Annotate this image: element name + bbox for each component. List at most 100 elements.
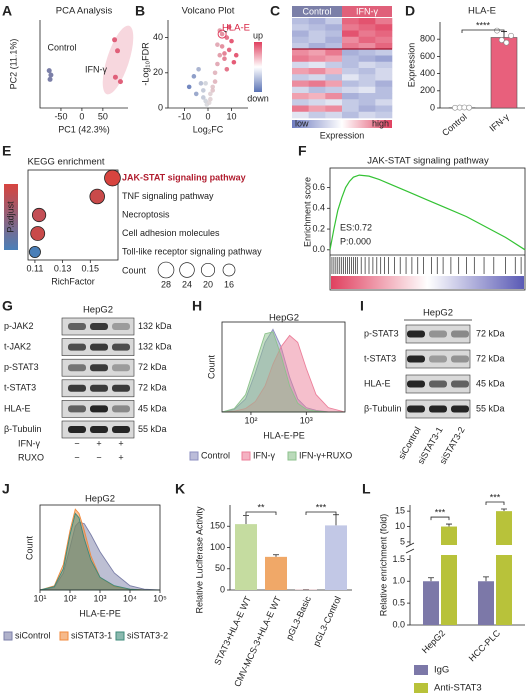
blot-band	[112, 384, 130, 392]
volcano-point	[200, 88, 206, 93]
blot-label: β-Tubulin	[364, 403, 401, 413]
heatmap-cell	[292, 61, 309, 69]
heatmap-cell	[342, 93, 359, 100]
data-point	[498, 37, 505, 43]
heatmap-cell	[375, 105, 393, 113]
pca-point	[47, 76, 53, 82]
volcano-point	[212, 70, 218, 76]
heatmap-cell	[342, 61, 359, 69]
bar	[490, 37, 518, 109]
heatmap-cell	[308, 68, 326, 75]
y-axis-label: Count	[206, 355, 216, 380]
y-axis-label: Relative enrichment (fold)	[378, 514, 388, 617]
x-tick-label: HCC-PLC	[467, 628, 503, 664]
legend-swatch	[189, 451, 199, 461]
pathway-label: Toll-like receptor signaling pathway	[122, 246, 262, 256]
y-tick-label: 5	[400, 536, 405, 546]
colorbar-title: Expression	[320, 130, 365, 140]
blot-band	[68, 364, 86, 372]
heatmap-cell	[325, 36, 343, 44]
blot-strip	[405, 324, 471, 344]
heatmap-cell	[308, 49, 326, 56]
x-tick-label: IFN-γ	[488, 111, 512, 133]
blot-label: t-STAT3	[4, 383, 36, 393]
heatmap-cell	[358, 61, 376, 69]
significance-label: ***	[316, 502, 327, 512]
panel-letter: A	[2, 3, 12, 19]
heatmap-cell	[308, 43, 326, 50]
enrichment-dot	[31, 207, 47, 223]
group-header	[342, 6, 392, 17]
error-bar	[273, 554, 279, 557]
blot-label: t-STAT3	[364, 353, 396, 363]
x-axis-label: PC1 (42.3%)	[58, 124, 110, 134]
heatmap-cell	[308, 86, 326, 94]
data-point	[508, 32, 514, 39]
x-tick-label: 10¹	[33, 593, 46, 603]
size-legend-label: 24	[182, 279, 192, 289]
significance-bracket	[461, 29, 505, 33]
colorbar-label: high	[372, 118, 389, 128]
heatmap-cell	[342, 111, 359, 119]
heatmap-cell	[342, 43, 359, 50]
colorbar	[254, 42, 262, 92]
x-tick-label: HepG2	[420, 628, 447, 655]
heatmap-cell	[358, 49, 376, 56]
heatmap-cell	[342, 55, 359, 63]
blot-band	[429, 380, 447, 388]
heatmap-cell	[342, 24, 359, 31]
significance-label: ***	[435, 507, 446, 517]
group-label: Control	[302, 6, 331, 16]
heatmap-cell	[308, 36, 326, 44]
pathway-label: JAK-STAT signaling pathway	[122, 172, 246, 182]
heatmap-cell	[325, 30, 343, 38]
heatmap-cell	[325, 43, 343, 50]
group-label: IFN-γ	[356, 6, 378, 16]
heatmap-cell	[358, 86, 376, 94]
size-legend-dot	[157, 261, 175, 279]
heatmap-cell	[358, 18, 376, 25]
blot-band	[68, 343, 86, 351]
y-axis-label: Count	[24, 536, 34, 561]
treatment-label: IFN-γ	[18, 438, 40, 448]
bar	[325, 525, 347, 590]
blot-band	[451, 355, 469, 363]
bar	[265, 556, 287, 590]
heatmap-cell	[292, 30, 309, 38]
x-tick-label: Control	[440, 112, 469, 138]
volcano-point	[208, 91, 213, 97]
heatmap-cell	[292, 55, 309, 63]
bar-lower	[441, 555, 457, 625]
pca-point	[48, 72, 54, 78]
plot-frame	[221, 321, 346, 413]
volcano-point	[196, 66, 201, 72]
volcano-point	[200, 95, 206, 100]
pca-point	[112, 37, 118, 43]
axis-break	[405, 542, 415, 554]
treatment-label: RUXO	[18, 452, 44, 462]
blot-band	[407, 405, 425, 413]
volcano-point	[229, 38, 234, 44]
blot-label: p-STAT3	[4, 362, 39, 372]
legend-label: siControl	[15, 630, 51, 640]
volcano-point	[210, 88, 216, 93]
heatmap-cell	[292, 36, 309, 44]
panel-title: HepG2	[85, 494, 115, 505]
volcano-point	[231, 59, 237, 65]
heatmap-cell	[342, 80, 359, 88]
bar	[478, 581, 494, 625]
heatmap-cell	[342, 30, 359, 38]
significance-bracket	[430, 516, 450, 521]
heatmap-cell	[375, 18, 393, 25]
blot-size: 55 kDa	[476, 403, 505, 413]
blot-label: HLA-E	[4, 403, 31, 413]
legend-label: IFN-γ	[253, 450, 275, 460]
error-bar	[243, 515, 249, 525]
y-tick-label: 0.0	[392, 619, 405, 629]
heatmap-cell	[342, 18, 359, 25]
legend-swatch	[414, 683, 428, 693]
heatmap-cell	[308, 99, 326, 106]
heatmap-cell	[292, 86, 309, 94]
heatmap-cell	[375, 61, 393, 69]
